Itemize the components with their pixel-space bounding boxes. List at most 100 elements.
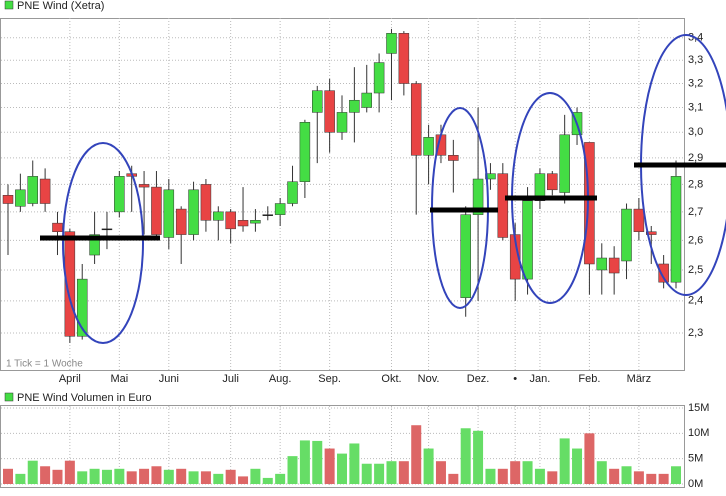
volume-bar (559, 438, 570, 484)
volume-bar (398, 461, 409, 484)
candle-body (188, 189, 199, 235)
x-tick-label: Aug. (269, 373, 292, 385)
candle-body (633, 208, 645, 232)
y-tick-label: 2,4 (688, 295, 703, 307)
volume-bar (572, 448, 583, 484)
volume-bar (64, 460, 75, 484)
volume-title: PNE Wind Volumen in Euro (17, 392, 152, 404)
x-tick-label: Sep. (318, 373, 341, 385)
volume-bar (633, 471, 644, 484)
x-tick-label: Feb. (578, 373, 600, 385)
volume-bar (609, 468, 620, 484)
volume-bar (77, 471, 88, 484)
candle-body (621, 208, 632, 262)
candle-body (361, 92, 372, 108)
y-tick-label: 3,0 (688, 126, 703, 138)
candle-body (287, 181, 298, 204)
volume-bar (547, 471, 558, 484)
volume-bar (621, 466, 632, 484)
volume-bar (658, 473, 669, 484)
candle-body (448, 155, 459, 161)
candle-body (608, 257, 620, 274)
candle-body (646, 231, 657, 235)
candle-body (534, 173, 546, 202)
x-tick-label: • (513, 373, 517, 385)
y-tick-label: 5M (688, 453, 703, 465)
volume-bar (114, 468, 125, 484)
x-tick-label: Okt. (381, 373, 401, 385)
candle-body (324, 90, 335, 133)
x-tick-label: Juli (222, 373, 239, 385)
plot: 2,32,42,52,62,72,82,93,03,13,23,33,40M5M… (1, 18, 709, 490)
volume-bar (584, 433, 595, 484)
volume-bar (435, 461, 446, 484)
candle-body (262, 214, 274, 216)
candle-body (52, 222, 63, 232)
volume-bar (262, 477, 273, 484)
y-tick-label: 15M (688, 402, 709, 414)
volume-bar (15, 473, 26, 484)
volume-bar (27, 460, 38, 484)
volume-bar (374, 463, 385, 484)
x-tick-label: April (59, 373, 81, 385)
candle-body (200, 184, 212, 221)
price-frame (0, 18, 685, 371)
candle-body (175, 208, 187, 235)
volume-bar (324, 448, 335, 484)
volume-bar (361, 463, 372, 484)
candle-body (114, 176, 125, 213)
volume-bar (473, 430, 484, 484)
volume-bar (139, 468, 150, 484)
x-tick-label: März (627, 373, 651, 385)
legend-swatch (4, 0, 14, 10)
volume-bar (287, 456, 298, 484)
x-tick-label: Juni (159, 373, 179, 385)
candle-body (250, 220, 261, 224)
y-tick-label: 3,3 (688, 54, 703, 66)
volume-bar (176, 468, 187, 484)
volume-bar (349, 443, 360, 484)
candle-body (349, 99, 360, 113)
candle-body (27, 176, 38, 204)
candle-body (559, 134, 570, 193)
y-tick-label: 2,3 (688, 327, 703, 339)
candle-body (522, 200, 533, 280)
y-tick-label: 2,9 (688, 152, 703, 164)
y-tick-label: 2,5 (688, 264, 703, 276)
volume-bar (126, 471, 137, 484)
candle-body (670, 176, 682, 283)
volume-bar (423, 448, 434, 484)
candle-body (89, 234, 100, 256)
volume-bar (671, 466, 681, 484)
candle-body (423, 137, 434, 156)
annotations (40, 34, 726, 344)
volume-bar (3, 468, 13, 484)
candle-body (274, 203, 286, 215)
volume-bar (337, 453, 347, 484)
candle-body (460, 214, 471, 298)
candle-body (497, 173, 509, 238)
candle-body (299, 122, 311, 182)
volume-bar (510, 461, 521, 484)
x-tick-label: Nov. (418, 373, 440, 385)
volume-bar (386, 461, 397, 484)
volume-bar (213, 473, 224, 484)
candle-body (584, 142, 595, 265)
volume-bar (163, 469, 174, 484)
candle-body (64, 231, 76, 337)
chart-title: PNE Wind (Xetra) (17, 0, 104, 12)
volume-bar (596, 461, 607, 484)
y-tick-label: 2,8 (688, 178, 703, 190)
volume-frame (0, 405, 685, 488)
volume-bar (151, 466, 162, 484)
candle-body (2, 195, 14, 204)
volume-bar (250, 468, 261, 484)
candle-body (76, 278, 88, 337)
tick-note: 1 Tick = 1 Woche (6, 359, 83, 370)
candle-body (658, 263, 669, 283)
candle-body (398, 33, 410, 84)
x-tick-label: Mai (110, 373, 128, 385)
y-tick-label: 3,1 (688, 101, 703, 113)
candle-body (163, 189, 175, 238)
